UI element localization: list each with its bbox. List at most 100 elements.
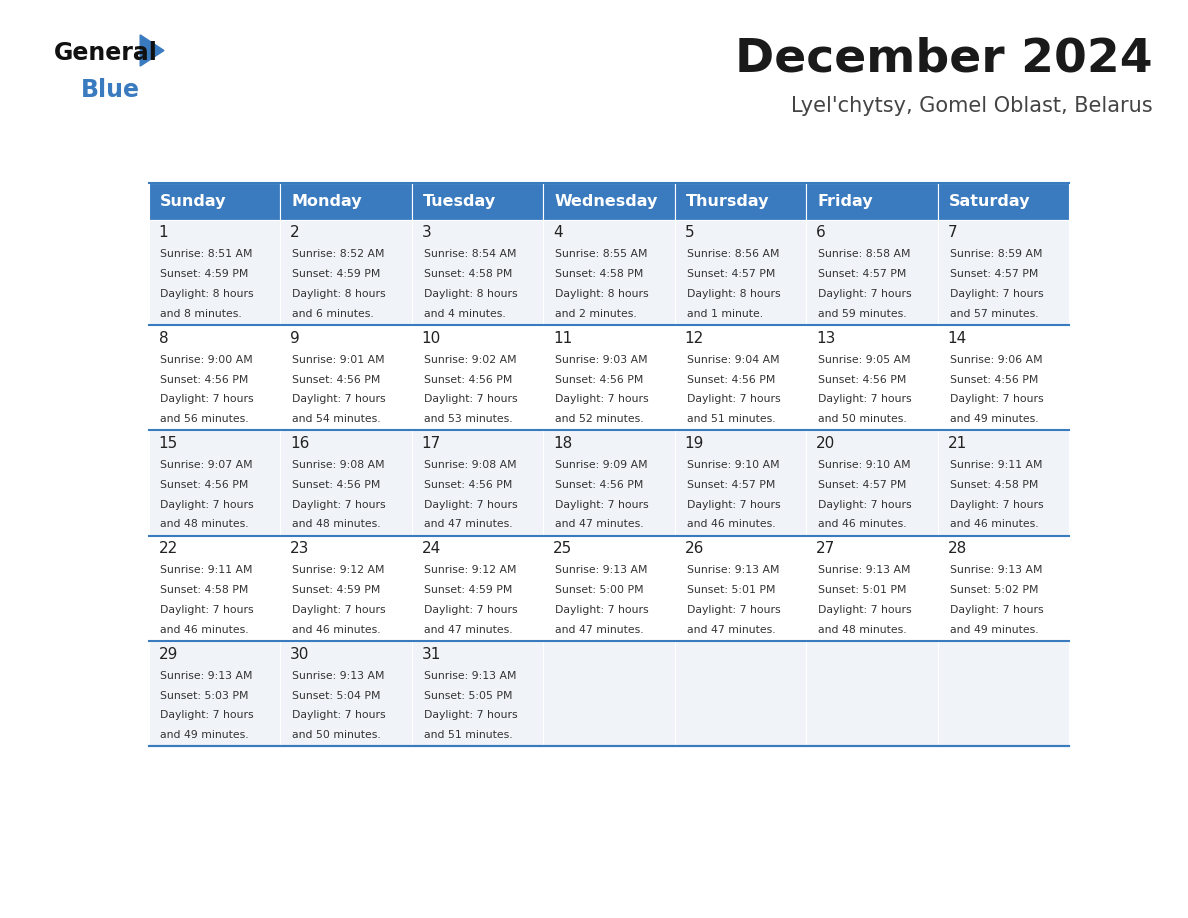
Text: Sunrise: 9:01 AM: Sunrise: 9:01 AM (292, 354, 385, 364)
Text: December 2024: December 2024 (734, 37, 1152, 82)
Text: Daylight: 7 hours: Daylight: 7 hours (949, 395, 1043, 404)
Text: Sunset: 5:02 PM: Sunset: 5:02 PM (949, 585, 1038, 595)
Text: 17: 17 (422, 436, 441, 451)
Text: Sunrise: 9:10 AM: Sunrise: 9:10 AM (687, 460, 779, 470)
Text: and 50 minutes.: and 50 minutes. (292, 730, 380, 740)
Text: Sunset: 4:56 PM: Sunset: 4:56 PM (949, 375, 1038, 385)
Text: and 47 minutes.: and 47 minutes. (555, 520, 644, 530)
Text: Thursday: Thursday (685, 194, 769, 208)
Text: 7: 7 (948, 226, 958, 241)
Text: Monday: Monday (291, 194, 361, 208)
Text: Sunset: 4:59 PM: Sunset: 4:59 PM (292, 585, 380, 595)
Bar (937, 536, 1069, 641)
Text: Sunset: 5:01 PM: Sunset: 5:01 PM (819, 585, 906, 595)
Text: Sunset: 4:56 PM: Sunset: 4:56 PM (160, 375, 248, 385)
Text: Lyel'chytsy, Gomel Oblast, Belarus: Lyel'chytsy, Gomel Oblast, Belarus (791, 96, 1152, 117)
Bar (675, 431, 807, 536)
Text: and 54 minutes.: and 54 minutes. (292, 414, 380, 424)
Text: Blue: Blue (81, 78, 140, 102)
Text: Sunset: 4:56 PM: Sunset: 4:56 PM (292, 480, 380, 490)
Text: Saturday: Saturday (949, 194, 1030, 208)
Text: Sunset: 4:59 PM: Sunset: 4:59 PM (424, 585, 512, 595)
Text: 9: 9 (290, 330, 299, 346)
Text: Wednesday: Wednesday (554, 194, 657, 208)
Text: Sunrise: 8:58 AM: Sunrise: 8:58 AM (819, 250, 911, 260)
Bar (148, 219, 280, 325)
Text: Daylight: 8 hours: Daylight: 8 hours (687, 289, 781, 299)
Bar (280, 536, 411, 641)
Text: and 51 minutes.: and 51 minutes. (424, 730, 512, 740)
Bar (543, 536, 675, 641)
Bar (543, 325, 675, 431)
Text: Sunset: 4:58 PM: Sunset: 4:58 PM (424, 269, 512, 279)
Bar (807, 641, 937, 746)
Text: Daylight: 7 hours: Daylight: 7 hours (424, 395, 517, 404)
Text: Sunrise: 9:11 AM: Sunrise: 9:11 AM (160, 565, 253, 576)
Text: 2: 2 (290, 226, 299, 241)
Text: 23: 23 (290, 542, 310, 556)
Text: Tuesday: Tuesday (423, 194, 495, 208)
Bar (937, 219, 1069, 325)
Text: Daylight: 7 hours: Daylight: 7 hours (424, 605, 517, 615)
Bar (937, 641, 1069, 746)
Text: 24: 24 (422, 542, 441, 556)
Bar (937, 325, 1069, 431)
Bar (280, 641, 411, 746)
Bar (411, 641, 543, 746)
Text: Sunrise: 9:13 AM: Sunrise: 9:13 AM (160, 671, 253, 681)
Text: 21: 21 (948, 436, 967, 451)
Bar (675, 183, 807, 219)
Bar (280, 219, 411, 325)
Text: Sunset: 4:57 PM: Sunset: 4:57 PM (949, 269, 1038, 279)
Text: Sunset: 4:58 PM: Sunset: 4:58 PM (949, 480, 1038, 490)
Text: Sunrise: 9:12 AM: Sunrise: 9:12 AM (424, 565, 516, 576)
Text: Sunrise: 9:13 AM: Sunrise: 9:13 AM (949, 565, 1042, 576)
Text: 30: 30 (290, 646, 310, 662)
Text: 26: 26 (684, 542, 704, 556)
Bar (148, 641, 280, 746)
Text: Daylight: 7 hours: Daylight: 7 hours (949, 605, 1043, 615)
Text: Sunrise: 9:13 AM: Sunrise: 9:13 AM (292, 671, 385, 681)
Text: Sunrise: 9:10 AM: Sunrise: 9:10 AM (819, 460, 911, 470)
Text: 10: 10 (422, 330, 441, 346)
Text: 28: 28 (948, 542, 967, 556)
Text: 18: 18 (554, 436, 573, 451)
Text: Sunrise: 9:07 AM: Sunrise: 9:07 AM (160, 460, 253, 470)
Text: Daylight: 7 hours: Daylight: 7 hours (819, 605, 911, 615)
Text: 3: 3 (422, 226, 431, 241)
Text: Daylight: 7 hours: Daylight: 7 hours (949, 499, 1043, 509)
Bar (807, 536, 937, 641)
Text: and 47 minutes.: and 47 minutes. (555, 625, 644, 634)
Text: and 47 minutes.: and 47 minutes. (424, 625, 512, 634)
Text: 20: 20 (816, 436, 835, 451)
Text: and 46 minutes.: and 46 minutes. (160, 625, 249, 634)
Text: 12: 12 (684, 330, 704, 346)
Text: 16: 16 (290, 436, 310, 451)
Text: Sunrise: 9:13 AM: Sunrise: 9:13 AM (424, 671, 516, 681)
Text: Sunrise: 9:02 AM: Sunrise: 9:02 AM (424, 354, 516, 364)
Text: 29: 29 (159, 646, 178, 662)
Text: and 49 minutes.: and 49 minutes. (949, 414, 1038, 424)
Text: Daylight: 7 hours: Daylight: 7 hours (819, 289, 911, 299)
Text: Daylight: 7 hours: Daylight: 7 hours (819, 499, 911, 509)
Text: Sunset: 4:57 PM: Sunset: 4:57 PM (687, 480, 775, 490)
Bar (148, 431, 280, 536)
Bar (148, 183, 280, 219)
Bar (807, 431, 937, 536)
Text: Sunset: 4:56 PM: Sunset: 4:56 PM (424, 480, 512, 490)
Text: Sunrise: 9:03 AM: Sunrise: 9:03 AM (555, 354, 647, 364)
Text: Sunrise: 9:13 AM: Sunrise: 9:13 AM (819, 565, 911, 576)
Text: Sunset: 4:56 PM: Sunset: 4:56 PM (555, 375, 644, 385)
Text: and 48 minutes.: and 48 minutes. (819, 625, 906, 634)
Text: Daylight: 7 hours: Daylight: 7 hours (424, 711, 517, 721)
Text: and 53 minutes.: and 53 minutes. (424, 414, 512, 424)
Text: and 51 minutes.: and 51 minutes. (687, 414, 776, 424)
Text: and 48 minutes.: and 48 minutes. (160, 520, 249, 530)
Bar (675, 536, 807, 641)
Text: Daylight: 7 hours: Daylight: 7 hours (819, 395, 911, 404)
Text: Sunrise: 8:54 AM: Sunrise: 8:54 AM (424, 250, 516, 260)
Text: and 47 minutes.: and 47 minutes. (687, 625, 776, 634)
Bar (411, 431, 543, 536)
Text: Sunrise: 9:04 AM: Sunrise: 9:04 AM (687, 354, 779, 364)
Text: 22: 22 (159, 542, 178, 556)
